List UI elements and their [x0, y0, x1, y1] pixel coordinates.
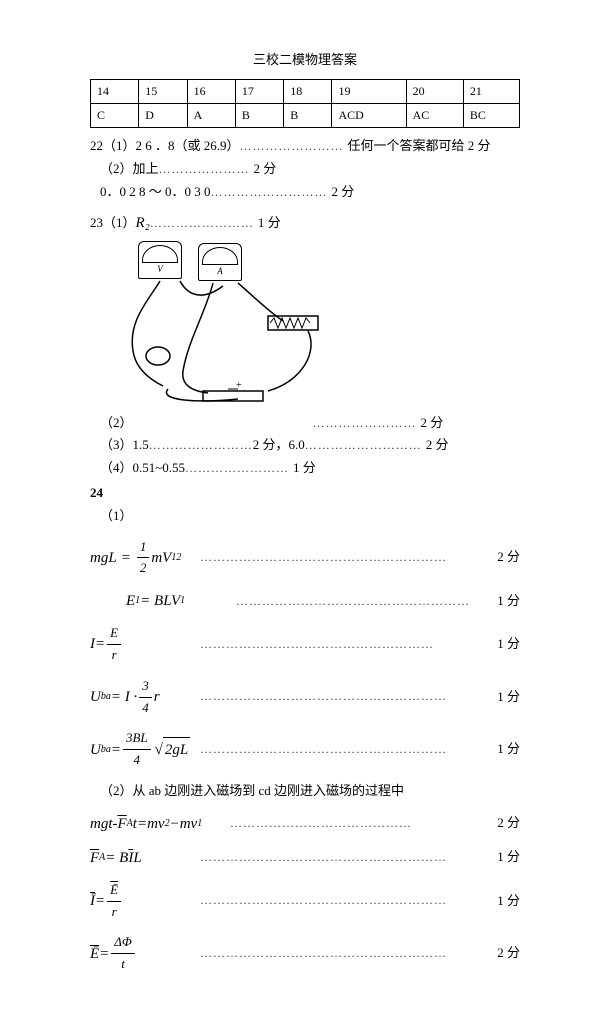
- q22-pts: 2 分: [250, 161, 277, 176]
- page-title: 三校二模物理答案: [90, 50, 520, 71]
- q23-pts: 1 分: [254, 215, 281, 230]
- q24-equation: Uba = I · 34 r …………………………………………………1 分: [90, 676, 520, 719]
- q22-line3: 0．0 2 8 ～ 0．0 3 0………………………2 分: [90, 182, 520, 203]
- q22-text: 22（1）2 6 ．8（或 26.9）: [90, 138, 240, 153]
- q24-equation: E1 = BLV1 ………………………………………………1 分: [90, 589, 520, 613]
- q24-sub1: （1）: [90, 506, 520, 527]
- q23-mid: 2 分，6.0: [253, 437, 305, 452]
- q24-equation: Uba = 3BL4√2gL …………………………………………………1 分: [90, 728, 520, 771]
- q23-text: （3）1.5: [100, 437, 149, 452]
- q23-text: （4）0.51~0.55: [100, 460, 185, 475]
- circuit-diagram: V A +: [108, 241, 338, 411]
- q24-equation: mgt-FAt = mv2 − mv1 ……………………………………2 分: [90, 812, 520, 836]
- q24-equation: I = Er ………………………………………………1 分: [90, 623, 520, 666]
- table-header: 21: [463, 79, 519, 103]
- answer-table: 1415161718192021 CDABBACDACBC: [90, 79, 520, 128]
- table-header: 18: [284, 79, 332, 103]
- q23-pts: 2 分: [422, 437, 449, 452]
- q24-equation: Ē = ΔΦt …………………………………………………2 分: [90, 932, 520, 975]
- q23-line3: （3）1.5……………………2 分，6.0………………………2 分: [90, 435, 520, 456]
- q22-pts: 2 分: [328, 184, 355, 199]
- q24-sub2: （2）从 ab 边刚进入磁场到 cd 边刚进入磁场的过程中: [90, 781, 520, 802]
- q22-text: （2）加上: [100, 161, 159, 176]
- table-cell: AC: [406, 103, 463, 127]
- table-header: 17: [235, 79, 283, 103]
- q24-equation: Ī = Ēr …………………………………………………1 分: [90, 880, 520, 923]
- q23-text: （2）: [100, 415, 133, 430]
- svg-text:+: +: [236, 380, 242, 391]
- q24-header: 24: [90, 483, 520, 504]
- q23-pts: 2 分: [417, 415, 444, 430]
- q24-equation: mgL=12 mV12 …………………………………………………2 分: [90, 537, 520, 580]
- table-row: CDABBACDACBC: [91, 103, 520, 127]
- q23-formula: R₂: [136, 211, 150, 235]
- table-cell: D: [139, 103, 187, 127]
- table-header: 16: [187, 79, 235, 103]
- circuit-wires-icon: +: [108, 241, 338, 411]
- q22-line1: 22（1）2 6 ．8（或 26.9）……………………任何一个答案都可给 2 分: [90, 136, 520, 157]
- q23-text: 23（1）: [90, 215, 136, 230]
- table-cell: B: [284, 103, 332, 127]
- q22-line2: （2）加上…………………2 分: [90, 159, 520, 180]
- q22-text: 0．0 2 8 ～ 0．0 3 0: [100, 184, 211, 199]
- table-cell: A: [187, 103, 235, 127]
- table-cell: C: [91, 103, 139, 127]
- table-cell: ACD: [332, 103, 406, 127]
- q23-pts: 1 分: [289, 460, 316, 475]
- q24-equation: FA = BIL …………………………………………………1 分: [90, 846, 520, 870]
- table-header: 15: [139, 79, 187, 103]
- table-header: 14: [91, 79, 139, 103]
- q23-line1: 23（1）R₂……………………1 分: [90, 211, 520, 235]
- q23-line4: （4）0.51~0.55……………………1 分: [90, 458, 520, 479]
- table-header: 20: [406, 79, 463, 103]
- table-cell: BC: [463, 103, 519, 127]
- q23-line2: （2）……………………2 分: [90, 413, 520, 434]
- q22-pts: 任何一个答案都可给 2 分: [344, 138, 491, 153]
- table-row: 1415161718192021: [91, 79, 520, 103]
- table-header: 19: [332, 79, 406, 103]
- table-cell: B: [235, 103, 283, 127]
